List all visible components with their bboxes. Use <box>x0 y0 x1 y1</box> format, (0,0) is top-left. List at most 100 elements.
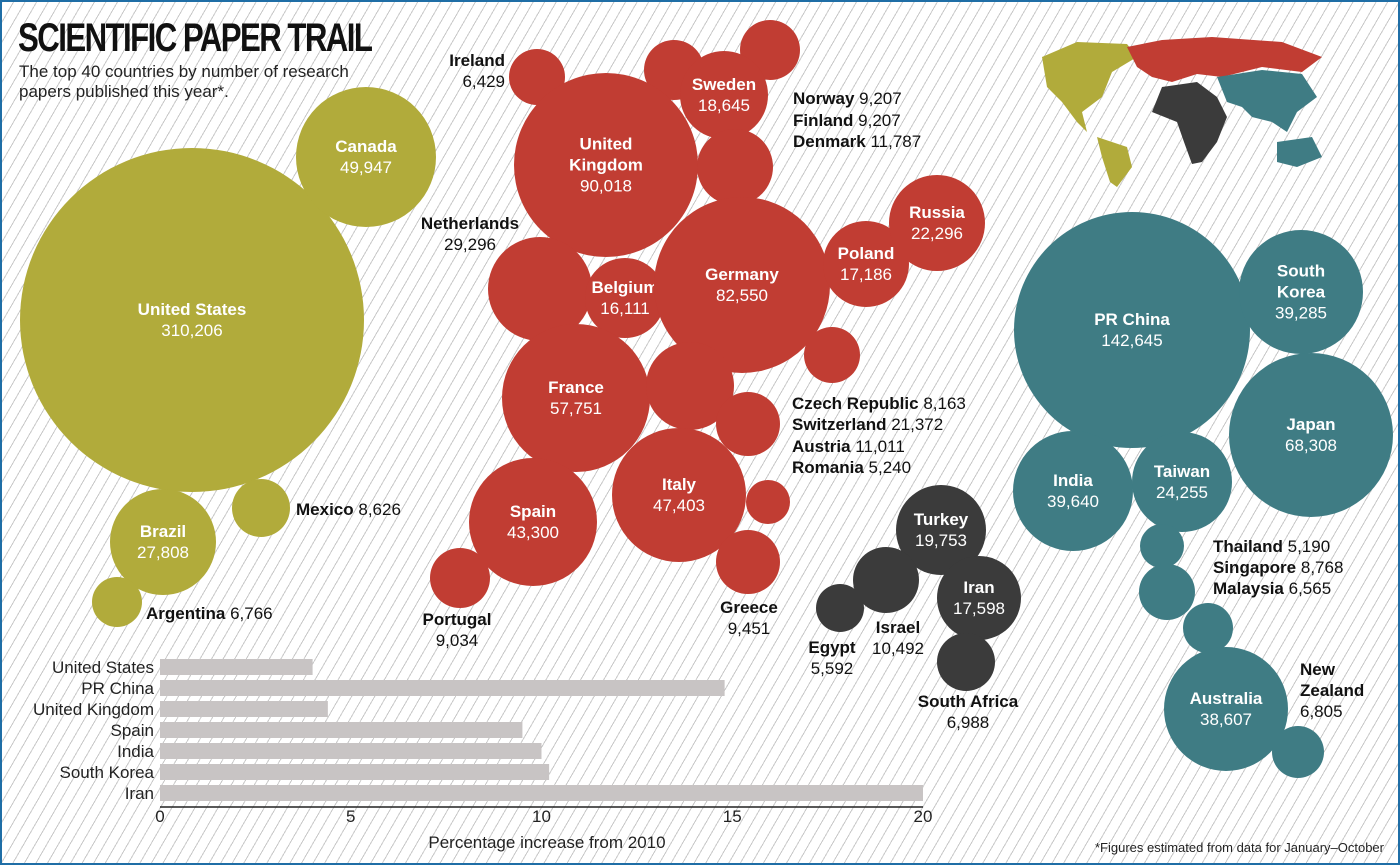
bubble-label: Brazil <box>140 522 186 541</box>
bubble-label: Norway 9,207 <box>793 89 902 108</box>
bubble-value: 47,403 <box>653 496 705 515</box>
footnote: *Figures estimated from data for January… <box>1094 840 1384 855</box>
bubble-circle <box>697 129 773 205</box>
bubble-label: Zealand <box>1300 681 1364 700</box>
bubble-label: Canada <box>335 137 397 156</box>
bubble-label: Singapore 8,768 <box>1213 558 1343 577</box>
bubble-label: Romania 5,240 <box>792 458 911 477</box>
bubble-mexico: Mexico 8,626 <box>232 479 401 537</box>
x-tick-label: 5 <box>346 807 355 826</box>
bubble-israel: Israel 10,492 <box>853 547 924 658</box>
bubble-circle <box>746 480 790 524</box>
bubble-value: 24,255 <box>1156 483 1208 502</box>
bubble-value: 18,645 <box>698 96 750 115</box>
bubble-circle <box>110 489 216 595</box>
bubble-value: 5,592 <box>811 659 854 678</box>
bubble-label: Italy <box>662 475 697 494</box>
bubble-label: Germany <box>705 265 779 284</box>
bubble-label: Denmark 11,787 <box>793 132 921 151</box>
bar-category-label: India <box>117 742 154 761</box>
bubble-circle <box>1139 564 1195 620</box>
bubble-romania: Romania 5,240 <box>746 458 911 524</box>
bubble-circle <box>823 221 909 307</box>
bar-category-label: Iran <box>125 784 154 803</box>
bar-iran <box>160 785 923 801</box>
bar-united-states <box>160 659 313 675</box>
bubble-circle <box>937 633 995 691</box>
bubble-label: Thailand 5,190 <box>1213 537 1330 556</box>
bubble-circle <box>1272 726 1324 778</box>
bubble-circle <box>20 148 364 492</box>
bubble-circle <box>509 49 565 105</box>
bubble-circle <box>816 584 864 632</box>
x-tick-label: 10 <box>532 807 551 826</box>
bubble-value: 6,988 <box>947 713 990 732</box>
bubble-label: South <box>1277 262 1325 281</box>
bubble-value: 310,206 <box>161 321 222 340</box>
bubble-value: 43,300 <box>507 523 559 542</box>
bar-category-label: PR China <box>81 679 154 698</box>
bubble-poland: Poland 17,186 <box>823 221 909 307</box>
bubble-sweden: Sweden 18,645 <box>680 51 768 139</box>
bubble-value: 22,296 <box>911 224 963 243</box>
bubble-greece: Greece 9,451 <box>716 530 780 638</box>
bubble-value: 9,034 <box>436 631 479 650</box>
bubble-japan: Japan 68,308 <box>1229 353 1393 517</box>
bubble-circle <box>716 392 780 456</box>
bubble-circle <box>654 197 830 373</box>
bubble-circle <box>1239 230 1363 354</box>
bar-category-label: United States <box>52 658 154 677</box>
bubble-south-korea: South Korea 39,285 <box>1239 230 1363 354</box>
bubble-circle <box>1014 212 1250 448</box>
bubble-circle <box>804 327 860 383</box>
bubble-label: India <box>1053 471 1093 490</box>
bubble-label: Australia <box>1190 689 1263 708</box>
bubble-label: PR China <box>1094 310 1170 329</box>
bubble-portugal: Portugal 9,034 <box>423 548 491 650</box>
bubble-australia: Australia 38,607 <box>1164 647 1288 771</box>
bubble-thailand: Thailand 5,190 <box>1140 524 1330 568</box>
bubble-label: Belgium <box>591 278 658 297</box>
bubble-india: India 39,640 <box>1013 431 1133 551</box>
bubble-label: Korea <box>1277 283 1326 302</box>
bubble-label: South Africa <box>918 692 1019 711</box>
bubble-value: 19,753 <box>915 531 967 550</box>
bubble-united-states: United States 310,206 <box>20 148 364 492</box>
bubble-label: Israel <box>876 618 920 637</box>
bubble-label: Argentina 6,766 <box>146 604 273 623</box>
bubble-circle <box>896 485 986 575</box>
bar-category-label: South Korea <box>59 763 154 782</box>
bubble-label: United <box>580 135 633 154</box>
bubble-circle <box>296 87 436 227</box>
bubble-label: Spain <box>510 502 556 521</box>
bubble-label: Iran <box>963 578 994 597</box>
bubble-circle <box>612 428 746 562</box>
bubble-circle <box>1013 431 1133 551</box>
bubble-label: Austria 11,011 <box>792 437 905 456</box>
bubble-turkey: Turkey 19,753 <box>896 485 986 575</box>
bubble-circle <box>716 530 780 594</box>
bar-category-label: United Kingdom <box>33 700 154 719</box>
x-axis-label: Percentage increase from 2010 <box>428 833 665 852</box>
bubble-circle <box>853 547 919 613</box>
bubble-label: New <box>1300 660 1336 679</box>
bubble-new-zealand: New Zealand 6,805 <box>1272 660 1364 778</box>
bubble-circle <box>488 237 592 341</box>
bubble-circle <box>1132 432 1232 532</box>
bubble-circle <box>1229 353 1393 517</box>
bubble-france: France 57,751 <box>502 324 650 472</box>
bubble-value: 6,805 <box>1300 702 1343 721</box>
x-tick-label: 15 <box>723 807 742 826</box>
bubble-value: 38,607 <box>1200 710 1252 729</box>
bubble-label: Turkey <box>914 510 969 529</box>
bubble-value: 17,186 <box>840 265 892 284</box>
bubble-belgium: Belgium 16,111 <box>585 258 665 338</box>
bubble-circle <box>430 548 490 608</box>
bubble-singapore: Singapore 8,768 <box>1139 558 1343 620</box>
bubble-label: Egypt <box>808 638 856 657</box>
bubble-malaysia: Malaysia 6,565 <box>1183 579 1331 653</box>
bubble-label: Malaysia 6,565 <box>1213 579 1331 598</box>
bubble-iran: Iran 17,598 <box>937 556 1021 640</box>
